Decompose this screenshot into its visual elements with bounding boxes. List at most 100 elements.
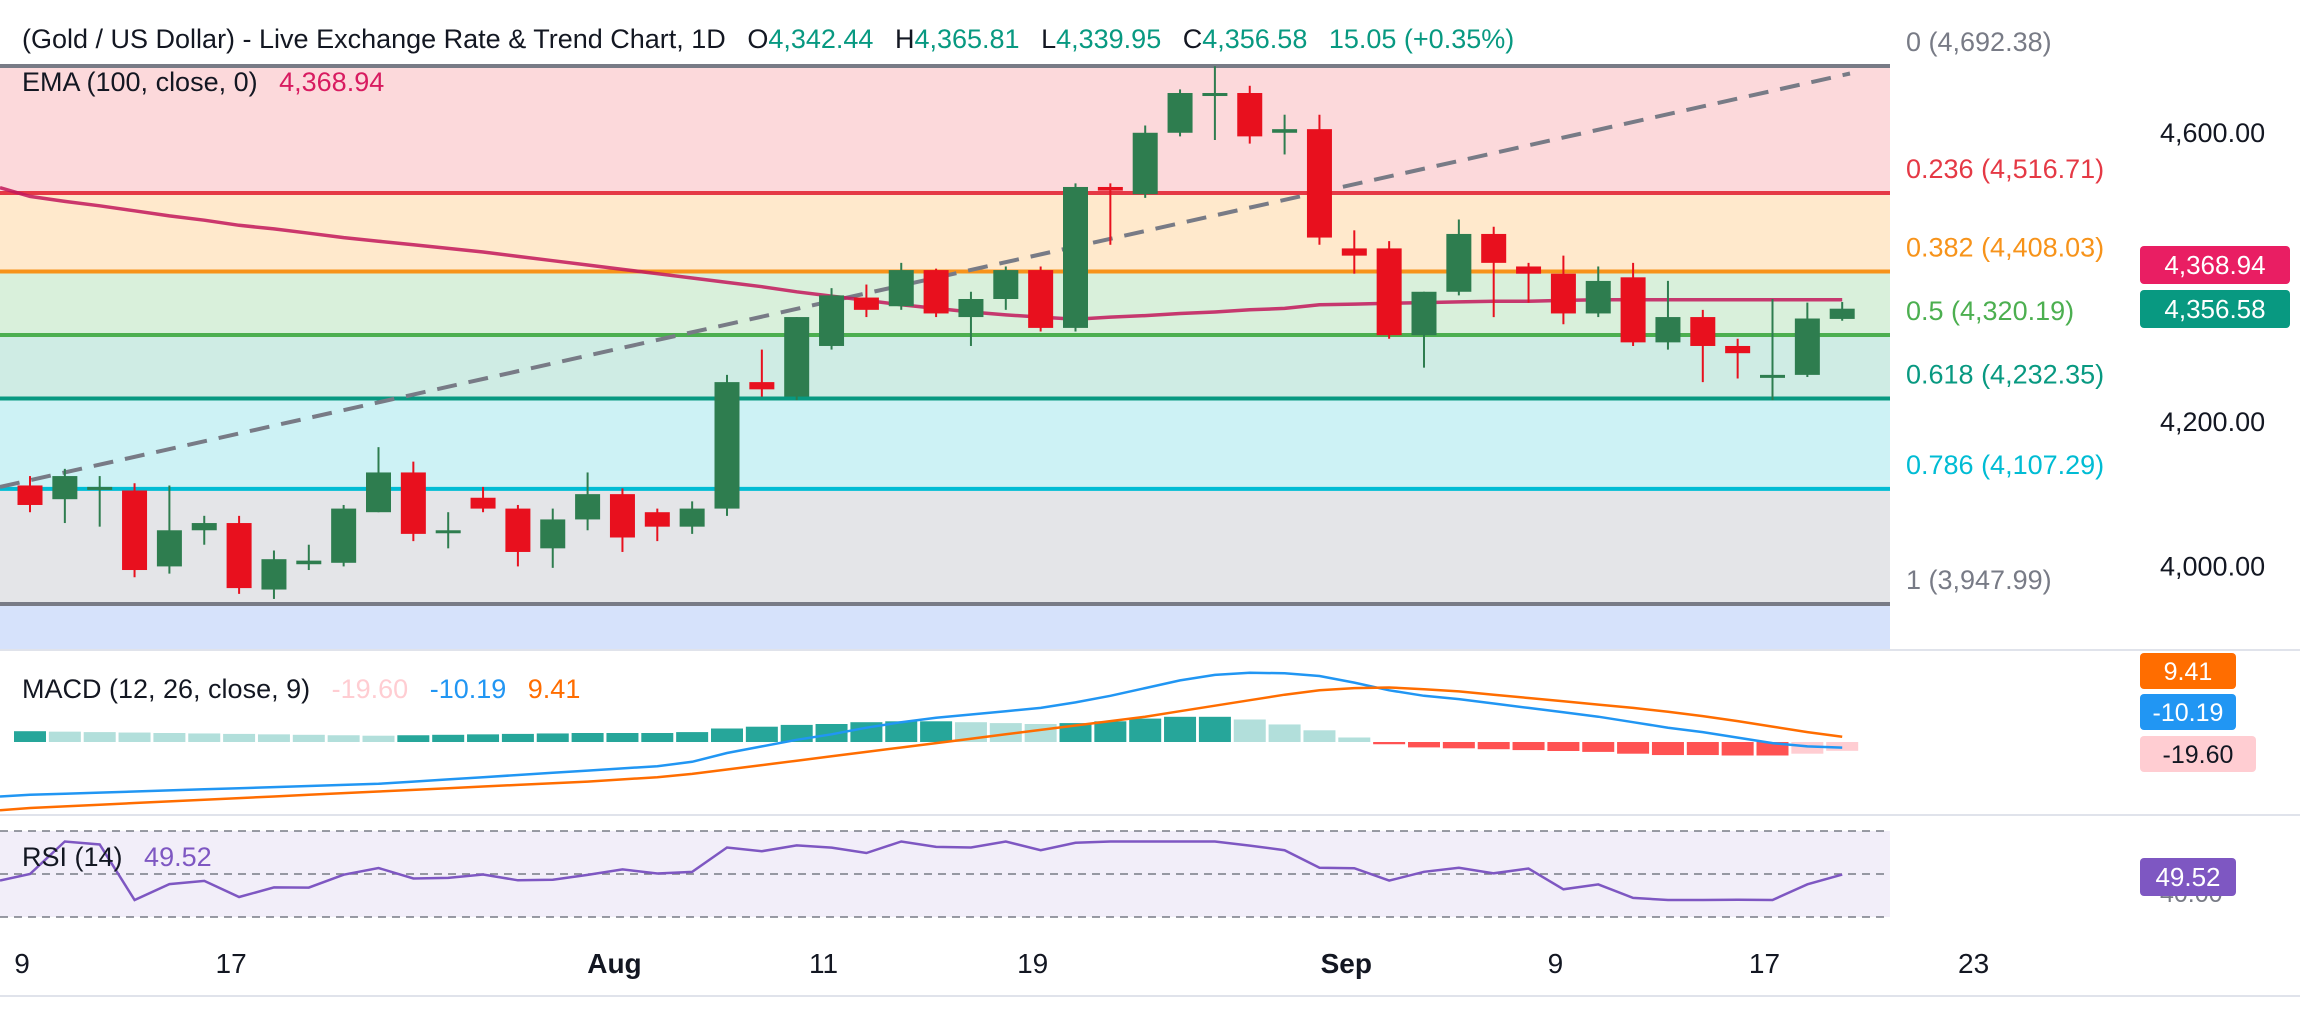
rsi-legend-label: RSI (14) xyxy=(22,842,123,872)
candle[interactable] xyxy=(1272,114,1298,155)
macd-hist-bar xyxy=(397,735,430,742)
candle-body xyxy=(540,519,566,549)
macd-hist-bar xyxy=(1408,742,1440,748)
macd-hist-bar xyxy=(1442,742,1475,749)
candle[interactable] xyxy=(1028,266,1054,332)
macd-hist-bar xyxy=(14,731,46,742)
candle[interactable] xyxy=(1341,230,1367,274)
macd-legend[interactable]: MACD (12, 26, close, 9) -19.60 -10.19 9.… xyxy=(22,674,580,704)
macd-hist-bar xyxy=(989,723,1022,742)
macd-line xyxy=(0,671,1843,798)
rsi-line xyxy=(0,840,1843,902)
candle[interactable] xyxy=(1063,183,1088,332)
fib-level-label: 0 (4,692.38) xyxy=(1906,27,2052,57)
candle[interactable] xyxy=(366,447,391,513)
fib-band xyxy=(0,398,1890,489)
candle[interactable] xyxy=(470,486,496,513)
candle[interactable] xyxy=(1411,291,1437,368)
candle[interactable] xyxy=(993,266,1019,310)
candle[interactable] xyxy=(1132,125,1158,198)
macd-hist-bar xyxy=(1477,742,1510,750)
macd-hist-bar xyxy=(292,734,325,742)
close-value: 4,356.58 xyxy=(1202,24,1307,54)
candle-body xyxy=(853,297,879,310)
candle[interactable] xyxy=(1794,302,1820,378)
candle[interactable] xyxy=(1655,280,1681,350)
candle[interactable] xyxy=(1760,298,1785,401)
candle[interactable] xyxy=(540,508,566,568)
candle[interactable] xyxy=(17,476,43,513)
macd-hist-bar xyxy=(1164,716,1197,742)
candle[interactable] xyxy=(331,504,357,567)
candle[interactable] xyxy=(1376,241,1402,339)
candle-body xyxy=(17,485,43,505)
candle[interactable] xyxy=(505,504,531,567)
candle[interactable] xyxy=(1446,219,1472,296)
ema-price-badge: 4,368.94 xyxy=(2140,246,2290,284)
price-tick-label: 4,600.00 xyxy=(2160,118,2265,148)
macd-hist-bar xyxy=(536,733,569,742)
time-tick-label: 19 xyxy=(1017,948,1048,979)
macd-hist-bar xyxy=(501,733,534,742)
candle[interactable] xyxy=(122,483,148,578)
candle[interactable] xyxy=(435,512,461,549)
candle[interactable] xyxy=(1516,262,1542,303)
candle-body xyxy=(644,512,670,527)
candle[interactable] xyxy=(296,544,322,571)
candle[interactable] xyxy=(609,488,635,552)
macd-hist-bar xyxy=(188,733,221,742)
low-label: L xyxy=(1041,24,1056,54)
candle[interactable] xyxy=(575,472,601,531)
candle[interactable] xyxy=(1725,338,1751,379)
candle-body xyxy=(1411,291,1437,336)
candle[interactable] xyxy=(191,515,217,545)
candle[interactable] xyxy=(1550,255,1576,325)
candle[interactable] xyxy=(1690,309,1716,383)
candle[interactable] xyxy=(679,501,705,534)
candle[interactable] xyxy=(958,291,984,346)
candle[interactable] xyxy=(1097,183,1123,245)
price-axis[interactable]: 4,600.00 4,200.00 4,000.00 xyxy=(2160,118,2265,582)
candle-body xyxy=(1028,270,1054,328)
candle[interactable] xyxy=(156,485,182,574)
candle-body xyxy=(1167,93,1193,133)
macd-legend-label: MACD (12, 26, close, 9) xyxy=(22,674,310,704)
time-tick-label: 17 xyxy=(1749,948,1780,979)
candle[interactable] xyxy=(261,550,287,599)
macd-signal-badge-label: 9.41 xyxy=(2164,658,2213,686)
candle[interactable] xyxy=(1829,302,1855,321)
macd-legend-signal: 9.41 xyxy=(528,674,581,704)
candle[interactable] xyxy=(1306,114,1332,245)
candle[interactable] xyxy=(1481,226,1507,318)
candle[interactable] xyxy=(1202,66,1228,140)
macd-hist-bar xyxy=(118,732,151,742)
time-axis[interactable]: 9 17 Aug 11 19 Sep 9 17 23 xyxy=(14,948,1989,979)
candle[interactable] xyxy=(888,262,914,310)
candle[interactable] xyxy=(87,476,113,527)
macd-hist-bar xyxy=(641,733,674,742)
candle[interactable] xyxy=(1585,266,1611,318)
candle-body xyxy=(1446,233,1472,292)
fib-level-label: 0.382 (4,408.03) xyxy=(1906,233,2104,263)
candle[interactable] xyxy=(1620,262,1646,346)
candle[interactable] xyxy=(819,288,845,350)
signal-line xyxy=(0,686,1843,812)
candle[interactable] xyxy=(784,317,810,401)
candle[interactable] xyxy=(1167,89,1193,137)
macd-signal-badge: 9.41 xyxy=(2140,653,2236,689)
fib-level-label: 0.5 (4,320.19) xyxy=(1906,296,2074,326)
candle[interactable] xyxy=(1237,85,1263,144)
candle[interactable] xyxy=(749,349,775,397)
ema-legend[interactable]: EMA (100, close, 0) 4,368.94 xyxy=(22,67,384,97)
candle[interactable] xyxy=(226,515,252,594)
candle[interactable] xyxy=(853,284,879,318)
rsi-legend[interactable]: RSI (14) 49.52 xyxy=(22,842,212,872)
ema-legend-label: EMA (100, close, 0) xyxy=(22,67,258,97)
ema-line[interactable] xyxy=(0,186,1843,321)
candle[interactable] xyxy=(923,268,949,318)
candle[interactable] xyxy=(714,374,740,516)
candle[interactable] xyxy=(52,468,78,524)
candle[interactable] xyxy=(400,461,426,542)
candle[interactable] xyxy=(644,508,670,542)
candle-body xyxy=(1655,317,1681,343)
